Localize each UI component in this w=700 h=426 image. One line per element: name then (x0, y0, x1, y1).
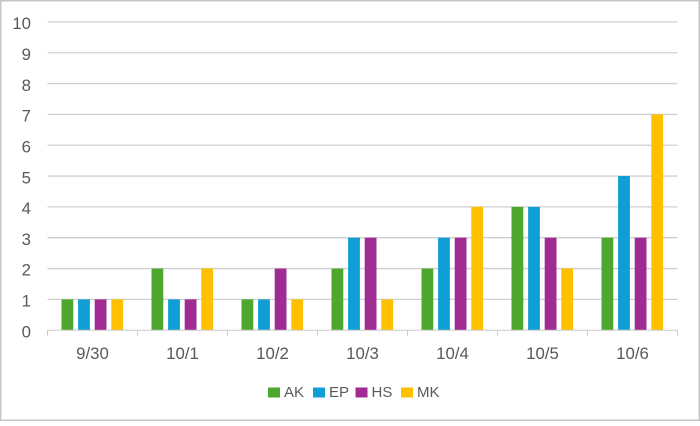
svg-text:8: 8 (22, 76, 31, 95)
svg-text:AK: AK (284, 384, 304, 401)
svg-text:4: 4 (22, 199, 31, 218)
svg-text:HS: HS (372, 384, 393, 401)
svg-text:7: 7 (22, 107, 31, 126)
svg-text:9/30: 9/30 (76, 344, 109, 363)
svg-text:1: 1 (22, 292, 31, 311)
svg-text:2: 2 (22, 261, 31, 280)
svg-text:10/4: 10/4 (436, 344, 469, 363)
svg-text:6: 6 (22, 137, 31, 156)
svg-text:9: 9 (22, 45, 31, 64)
svg-text:10/2: 10/2 (256, 344, 289, 363)
svg-text:10/3: 10/3 (346, 344, 379, 363)
svg-text:5: 5 (22, 168, 31, 187)
svg-text:10: 10 (12, 14, 31, 33)
svg-text:10/1: 10/1 (166, 344, 199, 363)
svg-text:3: 3 (22, 230, 31, 249)
svg-text:0: 0 (22, 322, 31, 341)
svg-text:EP: EP (329, 384, 349, 401)
svg-text:10/5: 10/5 (526, 344, 559, 363)
svg-text:10/6: 10/6 (616, 344, 649, 363)
svg-text:MK: MK (417, 384, 440, 401)
